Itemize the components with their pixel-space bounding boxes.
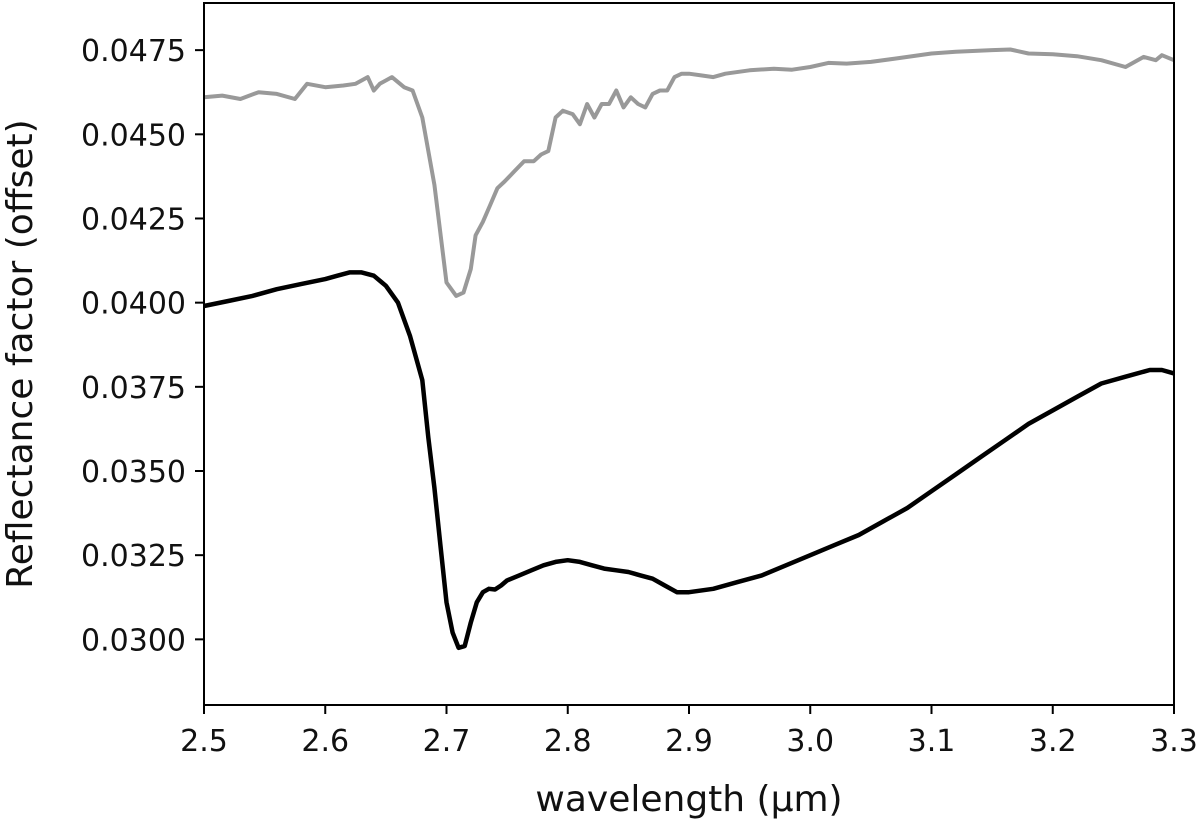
series-layer [203, 47, 1175, 651]
series-line-1 [203, 47, 1175, 298]
y-axis-title: Reflectance factor (offset) [0, 119, 41, 588]
x-tick-label: 3.0 [786, 724, 834, 759]
x-tick-label: 3.2 [1029, 724, 1077, 759]
x-tick-label: 2.8 [544, 724, 592, 759]
y-tick-label: 0.0325 [81, 539, 186, 574]
y-tick-label: 0.0350 [81, 455, 186, 490]
series-line-2 [203, 270, 1175, 651]
y-tick-label: 0.0300 [81, 623, 186, 658]
y-tick-label: 0.0450 [81, 118, 186, 153]
ticks-layer: 2.5 2.6 2.7 2.8 2.9 3.0 3.1 3.2 3.3 0.0300 0.0325 0… [81, 34, 1198, 759]
x-tick-label: 3.1 [908, 724, 956, 759]
x-tick-label: 2.5 [180, 724, 228, 759]
x-axis-title: wavelength (µm) [535, 779, 842, 820]
y-tick-label: 0.0375 [81, 371, 186, 406]
x-tick-label: 2.7 [423, 724, 471, 759]
y-tick-label: 0.0425 [81, 202, 186, 237]
y-tick-label: 0.0475 [81, 34, 186, 69]
x-tick-label: 3.3 [1150, 724, 1198, 759]
x-tick-label: 2.6 [301, 724, 349, 759]
x-tick-label: 2.9 [665, 724, 713, 759]
y-tick-label: 0.0400 [81, 287, 186, 322]
